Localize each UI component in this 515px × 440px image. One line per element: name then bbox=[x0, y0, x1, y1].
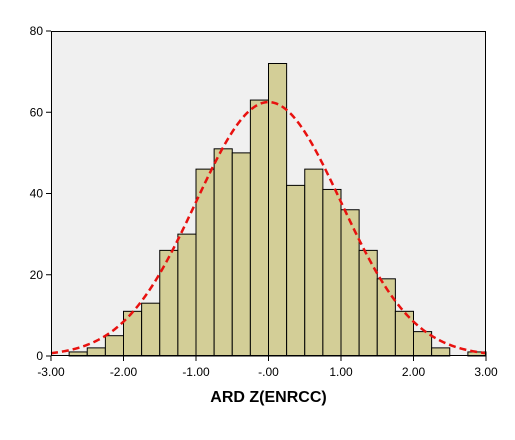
x-tick-label: 2.00 bbox=[402, 365, 426, 379]
x-axis: -3.00 -2.00 -1.00 -.00 1.00 2.00 3.00 bbox=[37, 356, 498, 379]
histogram-bar bbox=[286, 184, 306, 357]
x-tick-label: -2.00 bbox=[110, 365, 138, 379]
y-tick-label: 40 bbox=[30, 187, 44, 201]
histogram-bar bbox=[431, 347, 451, 357]
histogram-bar bbox=[123, 310, 143, 357]
histogram-bar bbox=[141, 302, 161, 357]
histogram-bar bbox=[231, 152, 251, 357]
y-tick-label: 20 bbox=[30, 268, 44, 282]
y-tick-label: 80 bbox=[30, 24, 44, 38]
y-tick-label: 60 bbox=[30, 105, 44, 119]
x-axis-title: ARD Z(ENRCC) bbox=[210, 389, 326, 406]
histogram-bar bbox=[213, 148, 233, 357]
histogram-bar bbox=[322, 188, 342, 357]
histogram-bar bbox=[413, 331, 433, 357]
histogram-bar bbox=[177, 233, 197, 357]
x-tick-label: 1.00 bbox=[329, 365, 353, 379]
x-tick-label: -1.00 bbox=[182, 365, 210, 379]
x-tick-label: -3.00 bbox=[37, 365, 65, 379]
histogram-bar bbox=[159, 249, 179, 357]
x-tick-label: -.00 bbox=[258, 365, 279, 379]
y-axis: 0 20 40 60 80 bbox=[30, 24, 51, 363]
histogram-bar bbox=[86, 347, 106, 357]
histogram-bar bbox=[394, 310, 414, 357]
normal-curve bbox=[50, 100, 487, 355]
histogram-bar bbox=[304, 168, 324, 357]
histogram-bar bbox=[358, 249, 378, 357]
plot-frame bbox=[51, 31, 486, 356]
histogram-bars bbox=[68, 63, 487, 357]
x-tick-label: 3.00 bbox=[474, 365, 498, 379]
y-tick-label: 0 bbox=[36, 349, 43, 363]
histogram-bar bbox=[249, 99, 269, 357]
histogram-bar bbox=[104, 335, 124, 357]
